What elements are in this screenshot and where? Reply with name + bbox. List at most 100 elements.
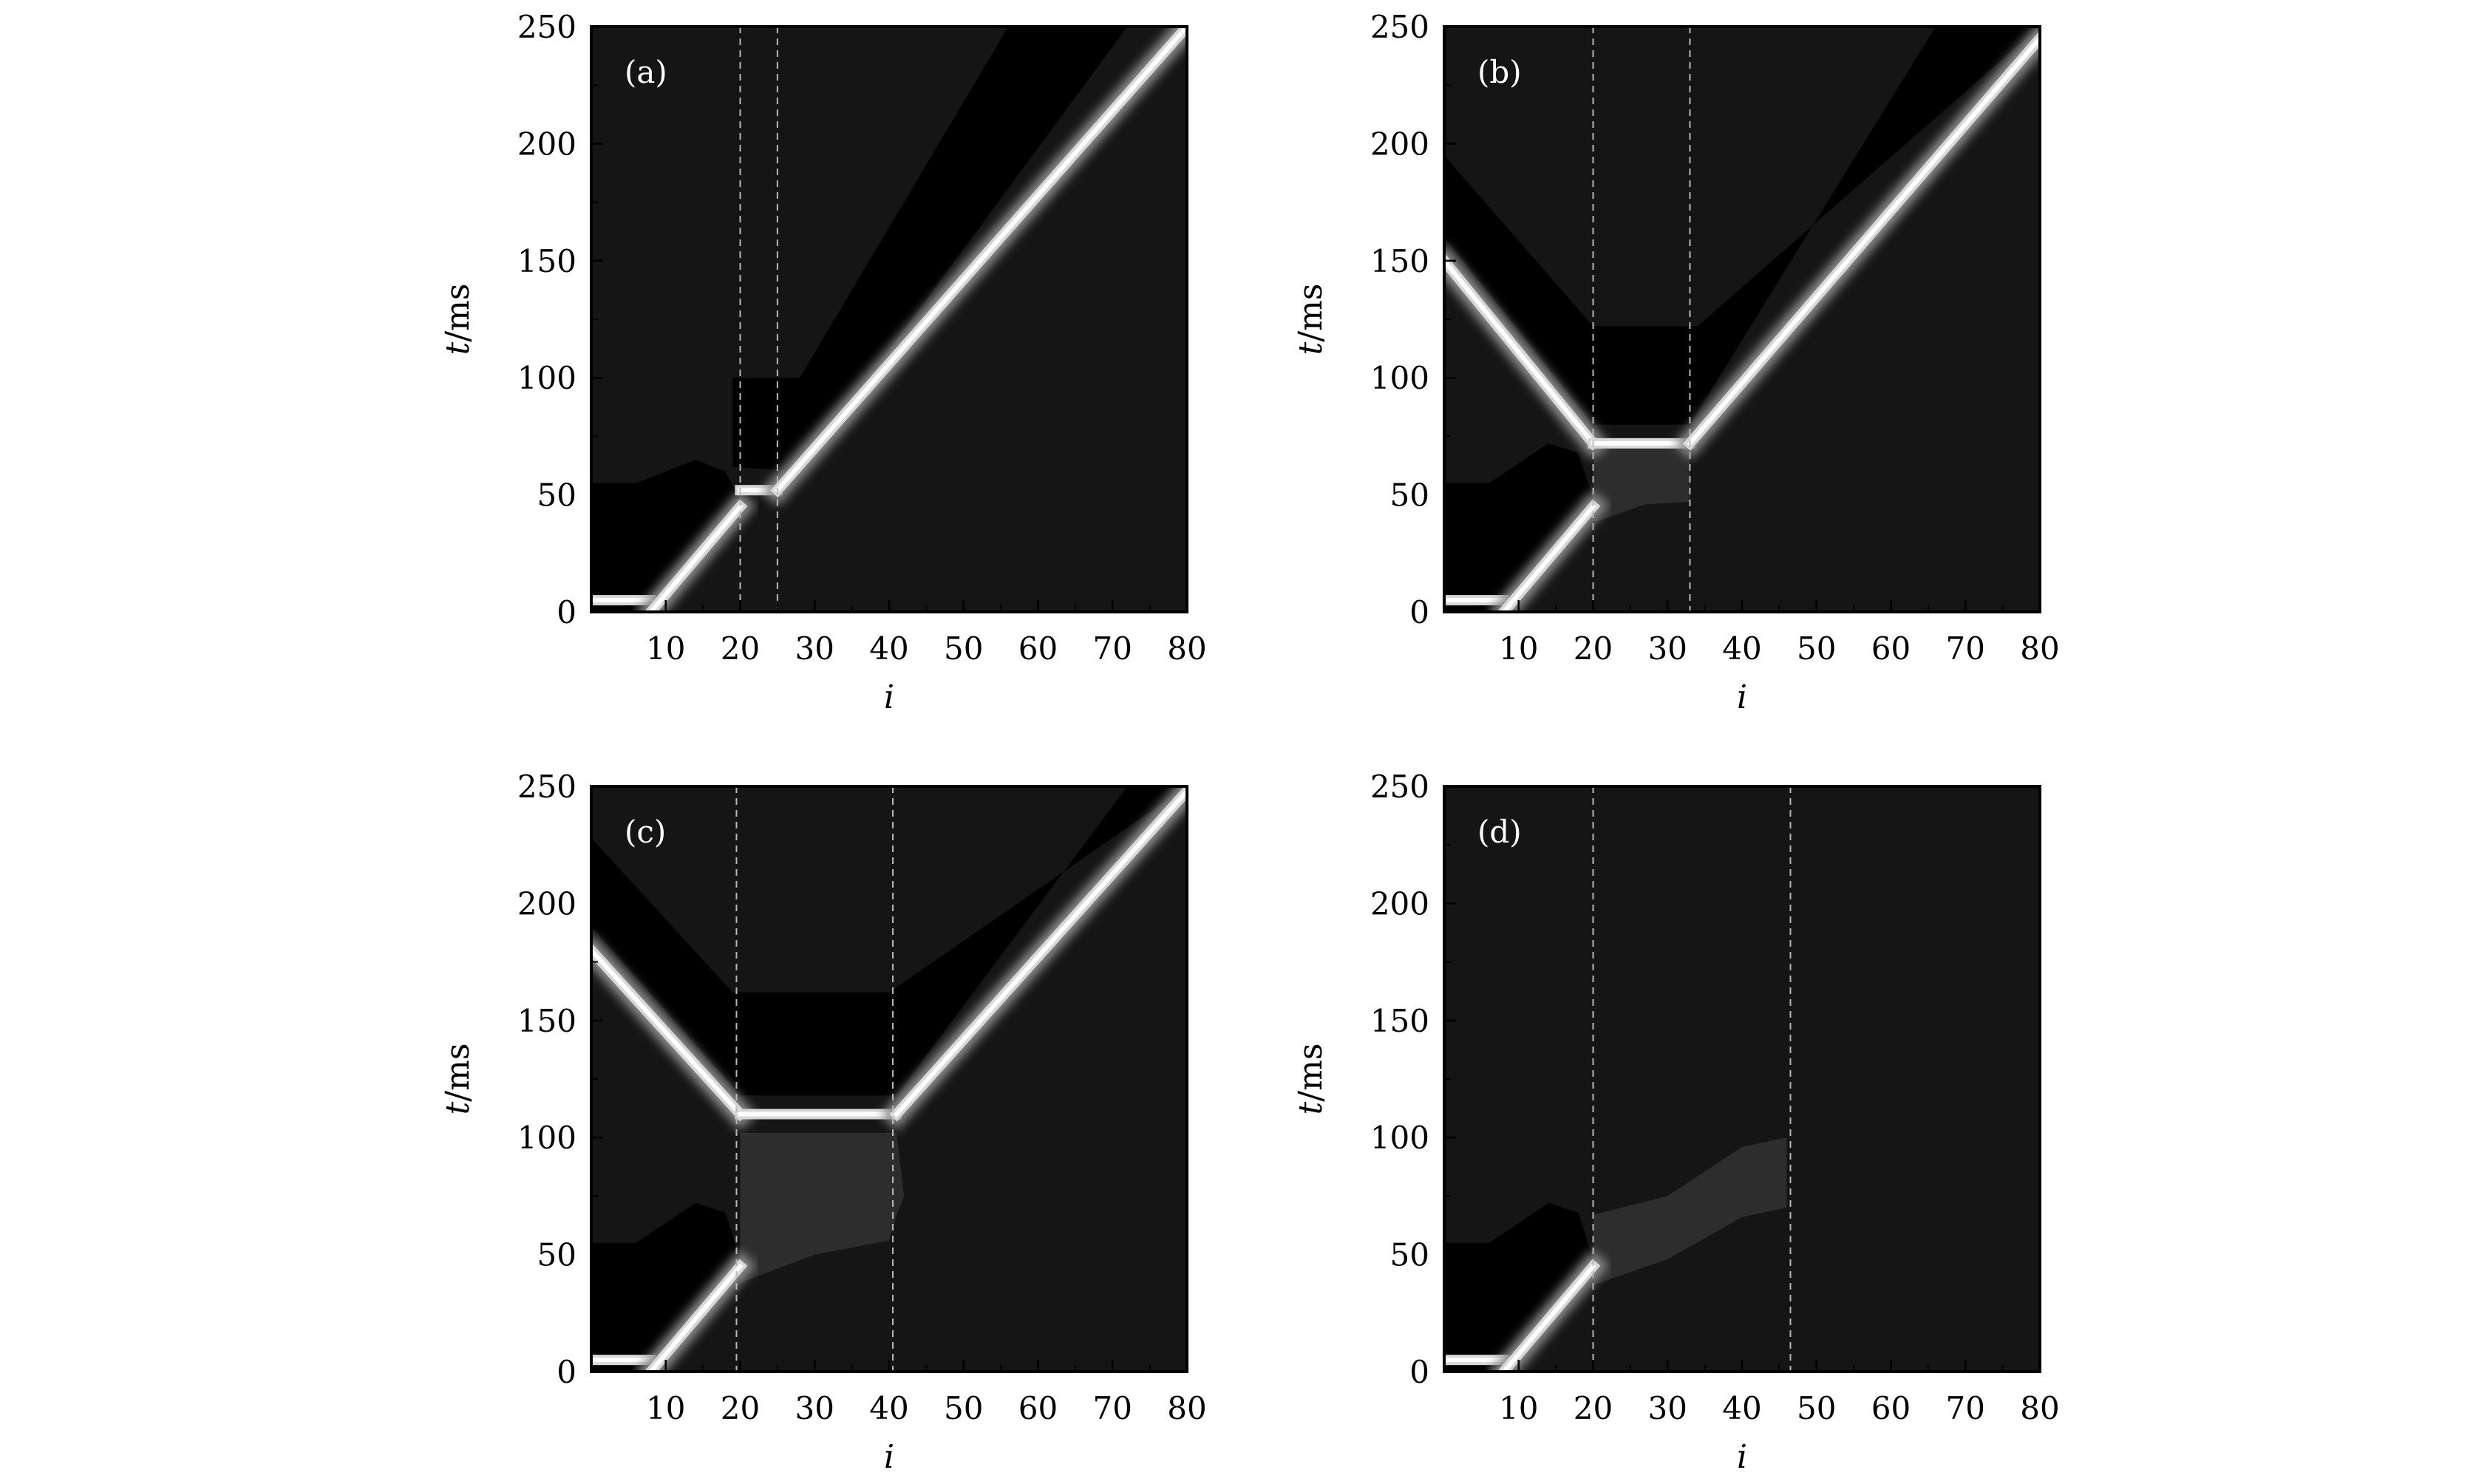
plot-area (591, 786, 1187, 1372)
x-tick-label: 40 (1722, 630, 1761, 667)
x-tick-label: 60 (1871, 1390, 1911, 1426)
x-tick-label: 10 (646, 1390, 685, 1426)
y-axis-label: t/ms (439, 284, 477, 355)
panel-label: (d) (1477, 814, 1522, 850)
y-tick-label: 150 (1370, 1003, 1429, 1039)
excited-region (1593, 448, 1690, 523)
x-tick-label: 70 (1946, 1390, 1985, 1426)
panel-b: 10 20 30 40 50 60 70 80 0 50 100 150 200 250 i t/ms (b) (1292, 9, 2060, 716)
y-tick-label: 100 (517, 1120, 576, 1156)
refractory-region (591, 460, 741, 612)
panel-label: (b) (1477, 54, 1522, 90)
panel-c: 10 20 30 40 50 60 70 80 0 50 100 150 200 250 i t/ms (c) (439, 769, 1207, 1476)
y-tick-label: 150 (517, 243, 576, 279)
wavefront (591, 947, 744, 1117)
refractory-region (1444, 443, 1593, 612)
x-tick-label: 60 (1018, 630, 1058, 667)
x-tick-label: 40 (869, 1390, 908, 1426)
x-tick-label: 80 (1167, 630, 1206, 667)
y-tick-label: 150 (517, 1003, 576, 1039)
y-tick-label: 50 (1390, 1237, 1429, 1273)
y-axis-label-var: t (439, 1101, 477, 1114)
y-tick-label: 50 (1390, 477, 1429, 514)
x-tick-label: 30 (1648, 1390, 1687, 1426)
y-tick-label: 200 (1370, 885, 1429, 922)
y-axis-label-unit: /ms (439, 284, 477, 342)
x-tick-label: 70 (1093, 1390, 1132, 1426)
x-tick-label: 20 (1574, 1390, 1613, 1426)
x-tick-label: 40 (1722, 1390, 1761, 1426)
wavefront (1500, 1263, 1596, 1372)
x-tick-label: 20 (1574, 630, 1613, 667)
x-tick-label: 40 (869, 630, 908, 667)
x-tick-label: 30 (1648, 630, 1687, 667)
x-tick-label: 80 (1167, 1390, 1206, 1426)
y-tick-label: 200 (1370, 126, 1429, 162)
x-tick-label: 10 (1499, 630, 1538, 667)
refractory-region (591, 1202, 741, 1372)
y-tick-label: 250 (1370, 9, 1429, 45)
x-tick-label: 20 (721, 630, 760, 667)
refractory-region (1444, 27, 2040, 425)
y-tick-label: 100 (1370, 1120, 1429, 1156)
plot-area (591, 27, 1187, 612)
x-axis-label: i (1737, 1438, 1747, 1476)
y-axis-label-unit: /ms (439, 1044, 477, 1102)
y-tick-label: 0 (1409, 594, 1429, 630)
x-tick-label: 10 (1499, 1390, 1538, 1426)
refractory-region (1444, 1202, 1593, 1372)
x-tick-label: 30 (795, 630, 834, 667)
wavefront (774, 27, 1187, 494)
x-tick-label: 60 (1871, 630, 1911, 667)
y-tick-label: 50 (537, 1237, 576, 1273)
x-tick-label: 80 (2020, 1390, 2059, 1426)
excited-region (740, 1132, 905, 1283)
x-axis-label: i (884, 1438, 894, 1476)
y-tick-label: 250 (517, 9, 576, 45)
excited-region (1593, 1137, 1787, 1285)
y-tick-label: 200 (517, 126, 576, 162)
x-axis-label: i (1737, 678, 1747, 716)
panel-d: 10 20 30 40 50 60 70 80 0 50 100 150 200 250 i t/ms (d) (1292, 769, 2060, 1476)
y-tick-label: 0 (557, 1354, 576, 1390)
y-tick-label: 50 (537, 477, 576, 514)
plot-area (1444, 27, 2040, 612)
x-tick-label: 50 (944, 1390, 983, 1426)
x-tick-label: 50 (1797, 630, 1836, 667)
panel-label: (a) (625, 54, 667, 90)
wavefront (893, 788, 1187, 1117)
y-tick-label: 250 (517, 769, 576, 805)
wavefront (1500, 503, 1596, 612)
wavefront (1444, 257, 1596, 447)
y-tick-label: 200 (517, 885, 576, 922)
y-tick-label: 100 (1370, 360, 1429, 396)
y-tick-label: 150 (1370, 243, 1429, 279)
y-axis-label: t/ms (1292, 1044, 1330, 1115)
panel-label: (c) (625, 814, 666, 850)
x-tick-label: 30 (795, 1390, 834, 1426)
x-axis-label: i (884, 678, 894, 716)
y-axis-label-var: t (439, 341, 477, 355)
x-tick-label: 70 (1093, 630, 1132, 667)
refractory-region (591, 786, 1187, 1096)
y-axis-label-var: t (1292, 341, 1330, 355)
y-axis-label-unit: /ms (1292, 284, 1330, 342)
x-tick-label: 70 (1946, 630, 1985, 667)
wavefront (1687, 35, 2040, 447)
x-tick-label: 80 (2020, 630, 2059, 667)
y-axis-label-var: t (1292, 1101, 1330, 1114)
y-axis-label-unit: /ms (1292, 1044, 1330, 1102)
refractory-region (732, 27, 1128, 472)
x-tick-label: 10 (646, 630, 685, 667)
panel-a: 10 20 30 40 50 60 70 80 0 50 100 150 200 250 i t/ms (a) (439, 9, 1207, 716)
y-axis-label: t/ms (439, 1044, 477, 1115)
y-tick-label: 250 (1370, 769, 1429, 805)
plot-area (1444, 1137, 1787, 1372)
x-tick-label: 50 (1797, 1390, 1836, 1426)
y-tick-label: 0 (557, 594, 576, 630)
y-tick-label: 100 (517, 360, 576, 396)
y-axis-label: t/ms (1292, 284, 1330, 355)
x-tick-label: 50 (944, 630, 983, 667)
wavefront (647, 1263, 744, 1372)
